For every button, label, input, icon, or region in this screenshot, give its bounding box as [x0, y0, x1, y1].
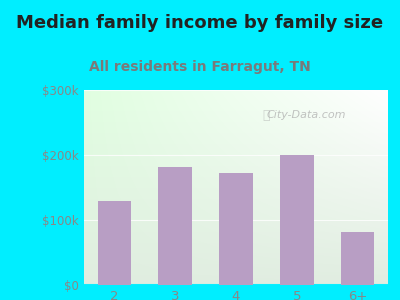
Text: All residents in Farragut, TN: All residents in Farragut, TN: [89, 60, 311, 74]
Text: ⓘ: ⓘ: [263, 109, 270, 122]
Bar: [158, 167, 192, 285]
Bar: [98, 200, 131, 285]
Bar: [280, 155, 314, 285]
Bar: [341, 232, 374, 285]
Bar: [219, 172, 253, 285]
Text: Median family income by family size: Median family income by family size: [16, 14, 384, 32]
Text: City-Data.com: City-Data.com: [266, 110, 346, 120]
